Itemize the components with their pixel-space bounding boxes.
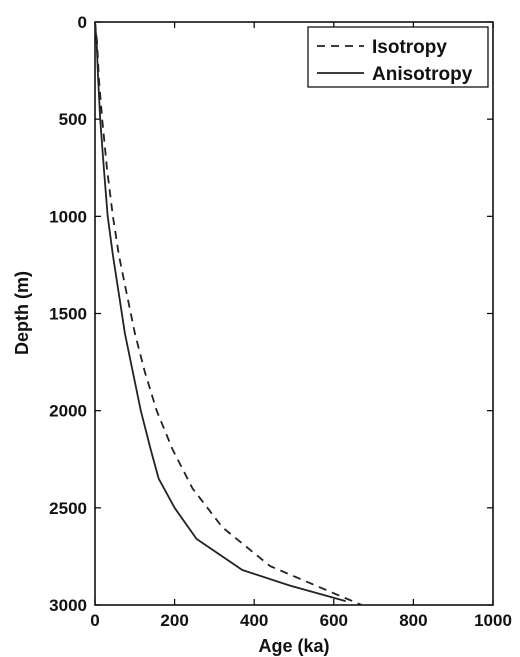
y-tick-label: 2500 bbox=[49, 499, 87, 518]
x-axis-title: Age (ka) bbox=[258, 636, 329, 656]
y-tick-label: 1000 bbox=[49, 207, 87, 226]
x-tick-label: 600 bbox=[320, 611, 348, 630]
y-tick-label: 1500 bbox=[49, 305, 87, 324]
x-tick-label: 0 bbox=[90, 611, 99, 630]
legend-label-isotropy: Isotropy bbox=[372, 37, 447, 58]
y-tick-label: 500 bbox=[59, 110, 87, 129]
x-tick-label: 1000 bbox=[474, 611, 512, 630]
x-tick-label: 200 bbox=[160, 611, 188, 630]
x-tick-label: 800 bbox=[399, 611, 427, 630]
axis-tick-labels: 0 200 400 600 800 1000 0 500 1000 1500 2000 2500 300… bbox=[49, 13, 512, 630]
y-tick-label: 0 bbox=[78, 13, 87, 32]
axis-ticks bbox=[94, 21, 494, 606]
legend-label-anisotropy: Anisotropy bbox=[372, 64, 473, 85]
legend: Isotropy Anisotropy bbox=[307, 26, 489, 88]
series-line-isotropy bbox=[94, 21, 363, 606]
y-tick-label: 3000 bbox=[49, 596, 87, 615]
plot-area bbox=[94, 21, 494, 606]
x-tick-label: 400 bbox=[240, 611, 268, 630]
series-layer bbox=[94, 21, 363, 606]
series-line-anisotropy bbox=[94, 21, 346, 602]
legend-box bbox=[307, 26, 489, 88]
y-tick-label: 2000 bbox=[49, 402, 87, 421]
y-axis-title: Depth (m) bbox=[12, 271, 32, 355]
